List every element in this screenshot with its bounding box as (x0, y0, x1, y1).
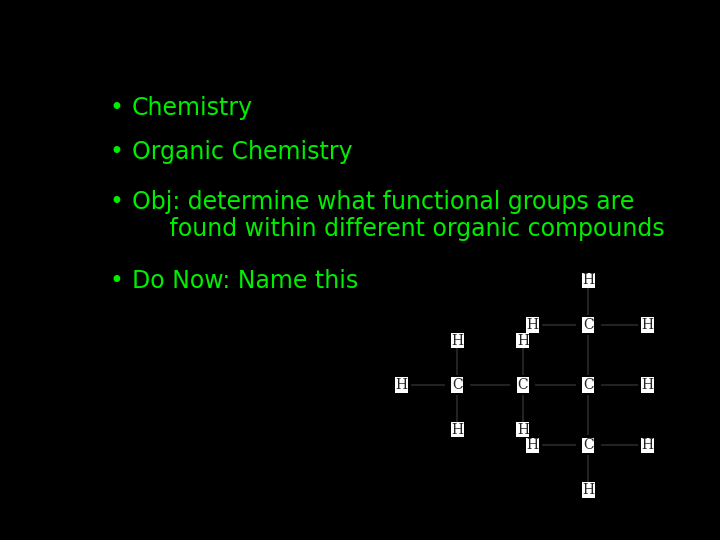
Text: H: H (395, 378, 408, 392)
Text: C: C (518, 378, 528, 392)
Text: H: H (526, 438, 539, 453)
Text: H: H (526, 318, 539, 332)
Text: H: H (517, 334, 528, 348)
Text: H: H (642, 318, 653, 332)
Text: Do Now: Name this: Do Now: Name this (132, 268, 358, 293)
Text: C: C (583, 438, 593, 453)
Text: Chemistry: Chemistry (132, 96, 253, 120)
Text: H: H (517, 423, 528, 437)
Text: H: H (642, 378, 653, 392)
Text: •: • (109, 268, 123, 293)
Text: H: H (582, 273, 594, 287)
Text: C: C (452, 378, 462, 392)
Text: C: C (583, 378, 593, 392)
Text: •: • (109, 190, 123, 213)
Text: C: C (583, 318, 593, 332)
Text: H: H (642, 438, 653, 453)
Text: •: • (109, 140, 123, 164)
Text: H: H (451, 334, 463, 348)
Text: H: H (451, 423, 463, 437)
Text: •: • (109, 96, 123, 120)
Text: Obj: determine what functional groups are
     found within different organic co: Obj: determine what functional groups ar… (132, 190, 665, 241)
Text: H: H (582, 483, 594, 497)
Text: Organic Chemistry: Organic Chemistry (132, 140, 353, 164)
